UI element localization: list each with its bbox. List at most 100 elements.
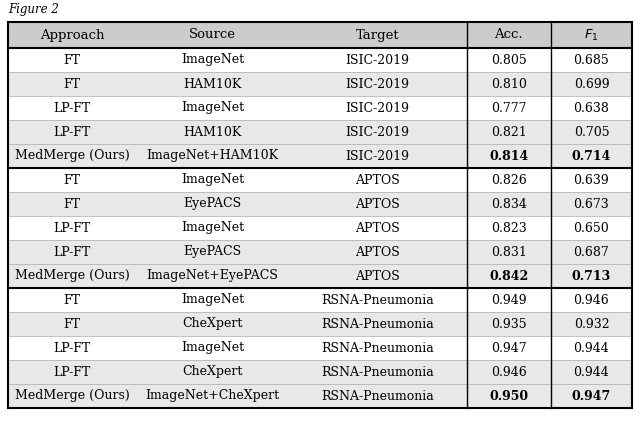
Text: 0.950: 0.950 (489, 389, 529, 402)
Text: ImageNet: ImageNet (180, 293, 244, 306)
Bar (289, 240, 467, 264)
Text: 0.932: 0.932 (573, 317, 609, 330)
Text: ImageNet: ImageNet (180, 173, 244, 187)
Bar (467, 96, 551, 120)
Bar (136, 312, 289, 336)
Bar (136, 72, 289, 96)
Text: ISIC-2019: ISIC-2019 (346, 77, 410, 91)
Text: CheXpert: CheXpert (182, 365, 243, 378)
Bar (8, 336, 136, 360)
Bar (551, 312, 632, 336)
Text: RSNA-Pneumonia: RSNA-Pneumonia (321, 365, 434, 378)
Bar (467, 264, 551, 288)
Text: HAM10K: HAM10K (183, 77, 241, 91)
Text: Target: Target (356, 29, 399, 42)
Bar (551, 22, 632, 48)
Text: 0.831: 0.831 (491, 245, 527, 258)
Text: 0.685: 0.685 (573, 53, 609, 67)
Text: 0.944: 0.944 (573, 341, 609, 354)
Text: Approach: Approach (40, 29, 104, 42)
Bar (551, 120, 632, 144)
Text: APTOS: APTOS (355, 221, 400, 234)
Text: 0.842: 0.842 (489, 269, 529, 282)
Bar (551, 96, 632, 120)
Text: 0.935: 0.935 (491, 317, 527, 330)
Text: LP-FT: LP-FT (53, 365, 91, 378)
Bar (8, 240, 136, 264)
Bar (8, 288, 136, 312)
Bar (136, 96, 289, 120)
Bar (551, 360, 632, 384)
Bar (289, 384, 467, 408)
Text: MedMerge (Ours): MedMerge (Ours) (15, 389, 129, 402)
Text: 0.687: 0.687 (573, 245, 609, 258)
Text: 0.826: 0.826 (491, 173, 527, 187)
Text: 0.714: 0.714 (572, 149, 611, 163)
Text: LP-FT: LP-FT (53, 245, 91, 258)
Text: FT: FT (63, 293, 81, 306)
Bar (467, 72, 551, 96)
Text: LP-FT: LP-FT (53, 101, 91, 115)
Bar (467, 192, 551, 216)
Bar (467, 120, 551, 144)
Bar (136, 192, 289, 216)
Bar (136, 216, 289, 240)
Text: ISIC-2019: ISIC-2019 (346, 53, 410, 67)
Bar (551, 168, 632, 192)
Bar (136, 48, 289, 72)
Bar (8, 216, 136, 240)
Text: ISIC-2019: ISIC-2019 (346, 125, 410, 139)
Bar (8, 120, 136, 144)
Bar (136, 384, 289, 408)
Text: ImageNet: ImageNet (180, 101, 244, 115)
Text: ImageNet+HAM10K: ImageNet+HAM10K (147, 149, 278, 163)
Bar (551, 336, 632, 360)
Bar (467, 336, 551, 360)
Text: 0.713: 0.713 (572, 269, 611, 282)
Text: RSNA-Pneumonia: RSNA-Pneumonia (321, 317, 434, 330)
Bar (551, 192, 632, 216)
Text: FT: FT (63, 317, 81, 330)
Text: FT: FT (63, 53, 81, 67)
Text: FT: FT (63, 197, 81, 210)
Bar (551, 288, 632, 312)
Bar (8, 22, 136, 48)
Text: ImageNet: ImageNet (180, 53, 244, 67)
Text: 0.823: 0.823 (491, 221, 527, 234)
Bar (8, 264, 136, 288)
Bar (136, 288, 289, 312)
Bar (8, 168, 136, 192)
Text: 0.949: 0.949 (491, 293, 527, 306)
Text: 0.947: 0.947 (572, 389, 611, 402)
Bar (467, 288, 551, 312)
Bar (551, 264, 632, 288)
Bar (551, 48, 632, 72)
Bar (136, 120, 289, 144)
Bar (289, 216, 467, 240)
Text: 0.777: 0.777 (491, 101, 527, 115)
Bar (289, 168, 467, 192)
Bar (467, 48, 551, 72)
Bar (289, 48, 467, 72)
Bar (289, 144, 467, 168)
Text: RSNA-Pneumonia: RSNA-Pneumonia (321, 293, 434, 306)
Bar (289, 312, 467, 336)
Bar (289, 120, 467, 144)
Text: APTOS: APTOS (355, 269, 400, 282)
Text: APTOS: APTOS (355, 197, 400, 210)
Bar (136, 144, 289, 168)
Text: 0.638: 0.638 (573, 101, 609, 115)
Text: 0.821: 0.821 (491, 125, 527, 139)
Bar (136, 264, 289, 288)
Text: HAM10K: HAM10K (183, 125, 241, 139)
Text: LP-FT: LP-FT (53, 125, 91, 139)
Bar (8, 312, 136, 336)
Text: CheXpert: CheXpert (182, 317, 243, 330)
Bar (467, 216, 551, 240)
Bar (467, 168, 551, 192)
Bar (8, 360, 136, 384)
Bar (551, 384, 632, 408)
Text: 0.810: 0.810 (491, 77, 527, 91)
Text: 0.946: 0.946 (491, 365, 527, 378)
Text: Source: Source (189, 29, 236, 42)
